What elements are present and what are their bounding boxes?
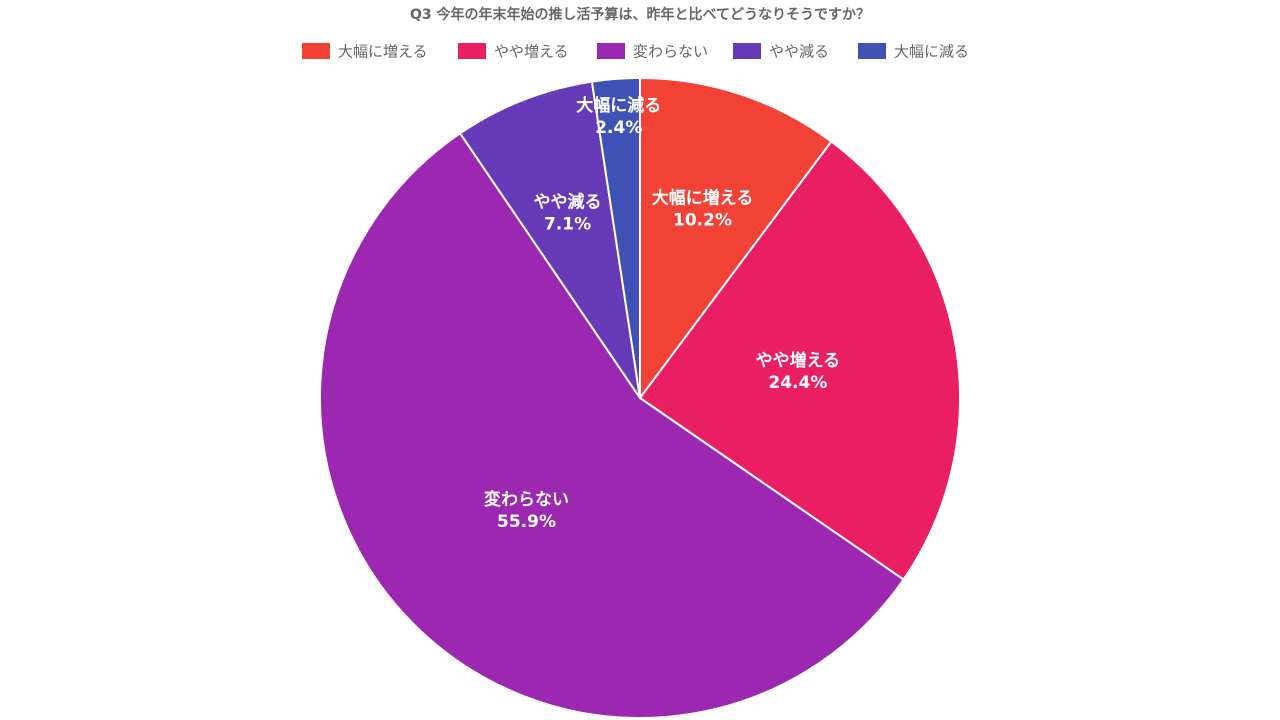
legend-swatch	[733, 43, 761, 59]
slice-value: 7.1%	[544, 214, 591, 234]
slice-value: 24.4%	[768, 373, 827, 393]
legend-swatch	[458, 43, 486, 59]
slice-label: やや増える	[756, 350, 841, 371]
legend-label: 変わらない	[633, 43, 708, 61]
chart-title: Q3 今年の年末年始の推し活予算は、昨年と比べてどうなりそうですか？	[410, 6, 870, 23]
pie-slice	[319, 131, 905, 719]
slice-label: 変わらない	[484, 489, 569, 510]
legend-label: やや増える	[494, 43, 569, 61]
slice-label: 大幅に増える	[652, 188, 754, 209]
pie-slice	[638, 140, 961, 581]
slice-label: 大幅に減る	[576, 95, 661, 116]
pie-slice	[458, 80, 641, 399]
pie-slice	[639, 76, 833, 402]
slice-value: 2.4%	[595, 118, 642, 138]
pie-slice	[590, 76, 641, 399]
legend-label: 大幅に増える	[338, 43, 428, 61]
legend-swatch	[858, 43, 886, 59]
legend-swatch	[597, 43, 625, 59]
legend-label: 大幅に減る	[894, 43, 969, 61]
slice-label: やや減る	[534, 191, 602, 212]
legend-label: やや減る	[769, 43, 829, 61]
slice-value: 10.2%	[673, 211, 732, 231]
slice-value: 55.9%	[497, 512, 556, 532]
legend-swatch	[302, 43, 330, 59]
